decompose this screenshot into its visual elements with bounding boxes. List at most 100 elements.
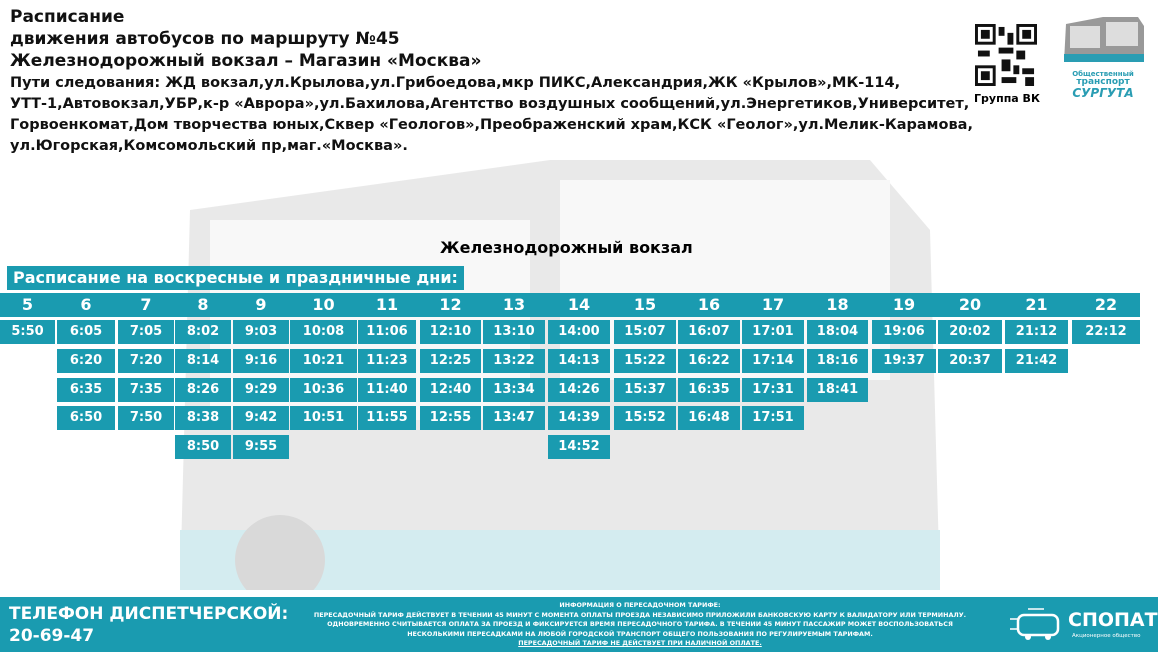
departure-time: 10:08 xyxy=(290,320,357,344)
departure-time: 9:16 xyxy=(233,349,289,373)
hour-label: 11 xyxy=(375,295,399,314)
day-type-title: Расписание на воскресные и праздничные д… xyxy=(7,266,464,290)
hour-label: 14 xyxy=(567,295,591,314)
info-line: ОДНОВРЕМЕННО СЧИТЫВАЕТСЯ ОПЛАТА ЗА ПРОЕЗ… xyxy=(327,620,953,628)
departure-time: 12:25 xyxy=(420,349,481,373)
hour-label: 18 xyxy=(826,295,849,314)
departure-time: 12:40 xyxy=(420,378,481,402)
departure-time: 8:38 xyxy=(175,406,231,430)
hour-label: 13 xyxy=(502,295,526,314)
departure-time: 10:21 xyxy=(290,349,357,373)
hour-label: 19 xyxy=(892,295,916,314)
departure-time: 9:29 xyxy=(233,378,289,402)
departure-time: 5:50 xyxy=(0,320,55,344)
departure-time: 11:40 xyxy=(358,378,416,402)
departure-time: 17:31 xyxy=(742,378,804,402)
departure-time: 6:50 xyxy=(57,406,115,430)
qr-code-icon[interactable] xyxy=(975,24,1037,86)
logo-text-2: транспорт xyxy=(1076,77,1130,87)
departure-time: 15:07 xyxy=(614,320,676,344)
dispatcher-phone: ТЕЛЕФОН ДИСПЕТЧЕРСКОЙ: 20-69-47 xyxy=(9,603,288,647)
hour-label: 15 xyxy=(633,295,657,314)
departure-time: 18:16 xyxy=(807,349,868,373)
surgut-transport-logo: Общественный транспорт СУРГУТА xyxy=(1058,14,1148,100)
hour-label: 20 xyxy=(958,295,982,314)
stop-name: Железнодорожный вокзал xyxy=(440,238,693,257)
departure-time: 13:10 xyxy=(483,320,545,344)
departure-time: 11:06 xyxy=(358,320,416,344)
departure-time: 18:04 xyxy=(807,320,868,344)
route-stops: Пути следования: ЖД вокзал,ул.Крылова,ул… xyxy=(10,75,973,154)
departure-time: 17:51 xyxy=(742,406,804,430)
departure-time: 22:12 xyxy=(1072,320,1140,344)
phone-number: 20-69-47 xyxy=(9,626,95,646)
footer: ТЕЛЕФОН ДИСПЕТЧЕРСКОЙ: 20-69-47 ИНФОРМАЦ… xyxy=(0,597,1158,652)
spopat-bus-icon xyxy=(1010,608,1060,640)
hour-label: 7 xyxy=(140,295,152,314)
info-title: ИНФОРМАЦИЯ О ПЕРЕСАДОЧНОМ ТАРИФЕ: xyxy=(559,601,721,609)
departure-time: 12:55 xyxy=(420,406,481,430)
hour-label: 22 xyxy=(1094,295,1118,314)
departure-time: 19:06 xyxy=(872,320,936,344)
departure-time: 9:42 xyxy=(233,406,289,430)
qr-caption: Группа ВК xyxy=(974,92,1040,105)
bus-logo-icon xyxy=(1064,17,1144,62)
departure-time: 15:22 xyxy=(614,349,676,373)
departure-time: 9:55 xyxy=(233,435,289,459)
departure-time: 10:36 xyxy=(290,378,357,402)
departure-time: 16:07 xyxy=(678,320,740,344)
departure-time: 6:35 xyxy=(57,378,115,402)
departure-time: 7:05 xyxy=(118,320,174,344)
transfer-info: ИНФОРМАЦИЯ О ПЕРЕСАДОЧНОМ ТАРИФЕ: ПЕРЕСА… xyxy=(280,601,1000,649)
departure-time: 11:55 xyxy=(358,406,416,430)
company-name: СПОПАТ xyxy=(1068,609,1158,631)
departure-time: 10:51 xyxy=(290,406,357,430)
departure-time: 16:22 xyxy=(678,349,740,373)
hour-label: 6 xyxy=(80,295,92,314)
hour-label: 21 xyxy=(1025,295,1048,314)
hour-label: 10 xyxy=(312,295,335,314)
departure-time: 8:26 xyxy=(175,378,231,402)
title-line-1: Расписание xyxy=(10,7,125,27)
departure-time: 12:10 xyxy=(420,320,481,344)
departure-time: 14:39 xyxy=(548,406,610,430)
departure-time: 21:12 xyxy=(1005,320,1068,344)
departure-time: 16:35 xyxy=(678,378,740,402)
departure-time: 13:47 xyxy=(483,406,545,430)
departure-time: 17:01 xyxy=(742,320,804,344)
departure-time: 14:52 xyxy=(548,435,610,459)
phone-label: ТЕЛЕФОН ДИСПЕТЧЕРСКОЙ: xyxy=(9,604,289,624)
departure-time: 7:50 xyxy=(118,406,174,430)
hour-label: 5 xyxy=(21,295,34,314)
departure-time: 6:05 xyxy=(57,320,115,344)
company-subtitle: Акционерное общество xyxy=(1072,633,1141,639)
hour-header-bar xyxy=(0,293,1140,317)
departure-time: 8:50 xyxy=(175,435,231,459)
info-line: ПЕРЕСАДОЧНЫЙ ТАРИФ НЕ ДЕЙСТВУЕТ ПРИ НАЛИ… xyxy=(518,639,762,647)
departure-time: 14:00 xyxy=(548,320,610,344)
departure-time: 8:14 xyxy=(175,349,231,373)
departure-time: 7:35 xyxy=(118,378,174,402)
departure-time: 13:34 xyxy=(483,378,545,402)
logo-text-1: Общественный xyxy=(1072,70,1134,78)
departure-time: 19:37 xyxy=(872,349,936,373)
hour-label: 9 xyxy=(255,295,267,314)
departure-time: 13:22 xyxy=(483,349,545,373)
departure-time: 11:23 xyxy=(358,349,416,373)
logo-text-3: СУРГУТА xyxy=(1072,86,1134,100)
schedule-header: Расписание движения автобусов по маршрут… xyxy=(10,6,1070,157)
departure-time: 14:26 xyxy=(548,378,610,402)
departure-time: 16:48 xyxy=(678,406,740,430)
departure-time: 14:13 xyxy=(548,349,610,373)
departure-time: 15:52 xyxy=(614,406,676,430)
hour-label: 16 xyxy=(697,295,721,314)
departure-time: 20:02 xyxy=(938,320,1002,344)
title-line-3: Железнодорожный вокзал – Магазин «Москва… xyxy=(10,51,482,71)
info-line: НЕСКОЛЬКИМИ ПЕРЕСАДКАМИ НА ЛЮБОЙ ГОРОДСК… xyxy=(407,629,873,638)
info-line: ПЕРЕСАДОЧНЫЙ ТАРИФ ДЕЙСТВУЕТ В ТЕЧЕНИИ 4… xyxy=(313,610,967,619)
hour-label: 8 xyxy=(197,295,209,314)
departure-time: 20:37 xyxy=(938,349,1002,373)
departure-time: 9:03 xyxy=(233,320,289,344)
departure-time: 15:37 xyxy=(614,378,676,402)
departure-time: 21:42 xyxy=(1005,349,1068,373)
